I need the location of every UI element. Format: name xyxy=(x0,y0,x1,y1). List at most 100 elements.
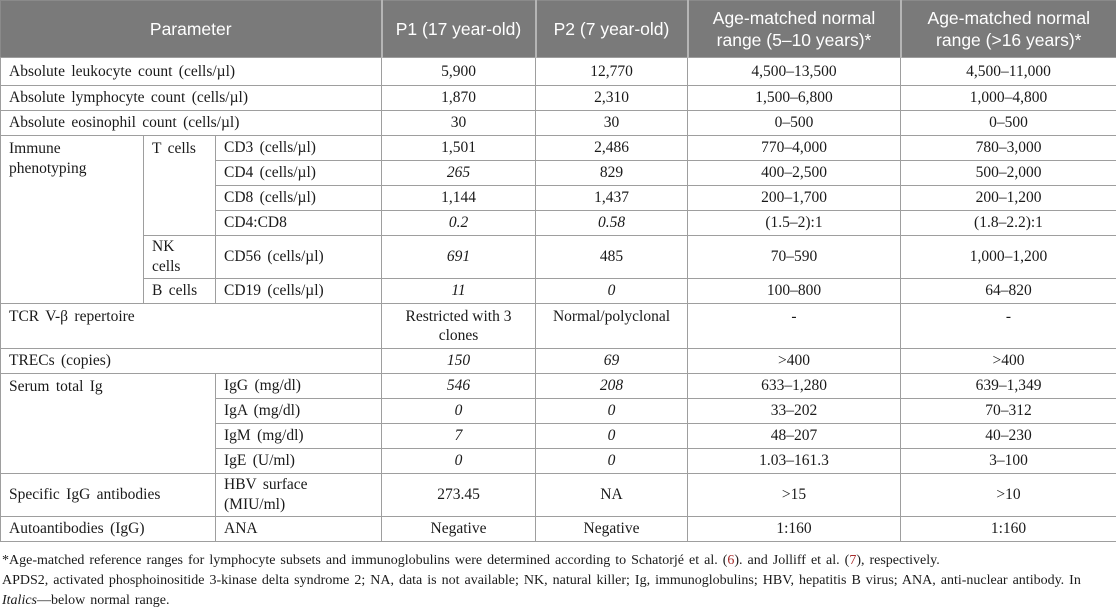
value-hbv-p1: 273.45 xyxy=(382,474,536,517)
range-ana-over-16: 1:160 xyxy=(901,517,1116,542)
param-label-cd4-cd8-ratio: CD4:CD8 xyxy=(216,211,382,236)
value-trecs-p1: 150 xyxy=(382,349,536,374)
range-hbv-5-10: >15 xyxy=(688,474,901,517)
footnote-abbreviations-line: APDS2, activated phosphoinositide 3-kina… xyxy=(2,571,1114,591)
value-igm-p2: 0 xyxy=(536,424,688,449)
param-label-leukocyte: Absolute leukocyte count (cells/µl) xyxy=(1,58,382,86)
value-igm-p1: 7 xyxy=(382,424,536,449)
range-tcr-5-10: - xyxy=(688,304,901,349)
param-label-hbv-surface: HBV surface (MIU/ml) xyxy=(216,474,382,517)
col-header-range-over-16: Age-matched normal range (>16 years)* xyxy=(901,1,1116,58)
row-leukocyte: Absolute leukocyte count (cells/µl) 5,90… xyxy=(1,58,1116,86)
param-label-ana: ANA xyxy=(216,517,382,542)
col-header-range-5-10: Age-matched normal range (5–10 years)* xyxy=(688,1,901,58)
group-label-autoantibodies: Autoantibodies (IgG) xyxy=(1,517,216,542)
range-lymphocyte-5-10: 1,500–6,800 xyxy=(688,86,901,111)
row-cd19: B cells CD19 (cells/µl) 11 0 100–800 64–… xyxy=(1,279,1116,304)
range-hbv-over-16: >10 xyxy=(901,474,1116,517)
range-cd4-5-10: 400–2,500 xyxy=(688,161,901,186)
range-eosinophil-5-10: 0–500 xyxy=(688,111,901,136)
footnote-text: ), respectively. xyxy=(856,553,939,568)
value-cd4-p1: 265 xyxy=(382,161,536,186)
range-igg-5-10: 633–1,280 xyxy=(688,374,901,399)
col-header-p1: P1 (17 year-old) xyxy=(382,1,536,58)
param-label-igm: IgM (mg/dl) xyxy=(216,424,382,449)
value-cd4-cd8-p2: 0.58 xyxy=(536,211,688,236)
value-cd3-p1: 1,501 xyxy=(382,136,536,161)
value-iga-p2: 0 xyxy=(536,399,688,424)
value-cd4-cd8-p1: 0.2 xyxy=(382,211,536,236)
param-label-tcr-repertoire: TCR V-β repertoire xyxy=(1,304,382,349)
range-ige-over-16: 3–100 xyxy=(901,449,1116,474)
row-cd3: Immune phenotyping T cells CD3 (cells/µl… xyxy=(1,136,1116,161)
footnote-reference-line: *Age-matched reference ranges for lympho… xyxy=(2,551,1114,571)
group-label-specific-igg: Specific IgG antibodies xyxy=(1,474,216,517)
range-ige-5-10: 1.03–161.3 xyxy=(688,449,901,474)
range-cd19-over-16: 64–820 xyxy=(901,279,1116,304)
range-iga-5-10: 33–202 xyxy=(688,399,901,424)
range-cd4-over-16: 500–2,000 xyxy=(901,161,1116,186)
range-iga-over-16: 70–312 xyxy=(901,399,1116,424)
value-cd8-p2: 1,437 xyxy=(536,186,688,211)
param-label-cd3: CD3 (cells/µl) xyxy=(216,136,382,161)
range-trecs-5-10: >400 xyxy=(688,349,901,374)
value-cd8-p1: 1,144 xyxy=(382,186,536,211)
row-cd56: NK cells CD56 (cells/µl) 691 485 70–590 … xyxy=(1,236,1116,279)
subgroup-label-b-cells: B cells xyxy=(144,279,216,304)
range-cd8-5-10: 200–1,700 xyxy=(688,186,901,211)
col-header-parameter: Parameter xyxy=(1,1,382,58)
value-cd19-p2: 0 xyxy=(536,279,688,304)
range-cd8-over-16: 200–1,200 xyxy=(901,186,1116,211)
value-cd3-p2: 2,486 xyxy=(536,136,688,161)
value-cd56-p2: 485 xyxy=(536,236,688,279)
footnote-text: *Age-matched reference ranges for lympho… xyxy=(2,553,727,568)
range-tcr-over-16: - xyxy=(901,304,1116,349)
value-cd56-p1: 691 xyxy=(382,236,536,279)
value-lymphocyte-p1: 1,870 xyxy=(382,86,536,111)
subgroup-label-nk-cells: NK cells xyxy=(144,236,216,279)
value-iga-p1: 0 xyxy=(382,399,536,424)
value-ana-p1: Negative xyxy=(382,517,536,542)
range-ana-5-10: 1:160 xyxy=(688,517,901,542)
param-label-igg: IgG (mg/dl) xyxy=(216,374,382,399)
param-label-eosinophil: Absolute eosinophil count (cells/µl) xyxy=(1,111,382,136)
param-label-ige: IgE (U/ml) xyxy=(216,449,382,474)
footnote-italics-line: Italics—below normal range. xyxy=(2,591,1114,611)
param-label-cd56: CD56 (cells/µl) xyxy=(216,236,382,279)
value-tcr-p2: Normal/polyclonal xyxy=(536,304,688,349)
value-trecs-p2: 69 xyxy=(536,349,688,374)
value-igg-p1: 546 xyxy=(382,374,536,399)
value-lymphocyte-p2: 2,310 xyxy=(536,86,688,111)
range-cd3-5-10: 770–4,000 xyxy=(688,136,901,161)
range-cd4-cd8-over-16: (1.8–2.2):1 xyxy=(901,211,1116,236)
lab-results-table: Parameter P1 (17 year-old) P2 (7 year-ol… xyxy=(0,0,1116,542)
value-ana-p2: Negative xyxy=(536,517,688,542)
value-cd19-p1: 11 xyxy=(382,279,536,304)
range-igg-over-16: 639–1,349 xyxy=(901,374,1116,399)
row-tcr-repertoire: TCR V-β repertoire Restricted with 3 clo… xyxy=(1,304,1116,349)
table-header-row: Parameter P1 (17 year-old) P2 (7 year-ol… xyxy=(1,1,1116,58)
value-eosinophil-p2: 30 xyxy=(536,111,688,136)
row-lymphocyte: Absolute lymphocyte count (cells/µl) 1,8… xyxy=(1,86,1116,111)
range-igm-over-16: 40–230 xyxy=(901,424,1116,449)
group-label-immune-phenotyping: Immune phenotyping xyxy=(1,136,144,304)
subgroup-label-t-cells: T cells xyxy=(144,136,216,236)
range-cd4-cd8-5-10: (1.5–2):1 xyxy=(688,211,901,236)
param-label-iga: IgA (mg/dl) xyxy=(216,399,382,424)
range-igm-5-10: 48–207 xyxy=(688,424,901,449)
value-leukocyte-p1: 5,900 xyxy=(382,58,536,86)
range-leukocyte-over-16: 4,500–11,000 xyxy=(901,58,1116,86)
param-label-cd19: CD19 (cells/µl) xyxy=(216,279,382,304)
table-footnotes: *Age-matched reference ranges for lympho… xyxy=(0,542,1116,611)
value-leukocyte-p2: 12,770 xyxy=(536,58,688,86)
value-hbv-p2: NA xyxy=(536,474,688,517)
range-cd56-5-10: 70–590 xyxy=(688,236,901,279)
col-header-p2: P2 (7 year-old) xyxy=(536,1,688,58)
row-eosinophil: Absolute eosinophil count (cells/µl) 30 … xyxy=(1,111,1116,136)
row-igg: Serum total Ig IgG (mg/dl) 546 208 633–1… xyxy=(1,374,1116,399)
value-ige-p2: 0 xyxy=(536,449,688,474)
value-igg-p2: 208 xyxy=(536,374,688,399)
range-cd19-5-10: 100–800 xyxy=(688,279,901,304)
value-eosinophil-p1: 30 xyxy=(382,111,536,136)
range-cd56-over-16: 1,000–1,200 xyxy=(901,236,1116,279)
